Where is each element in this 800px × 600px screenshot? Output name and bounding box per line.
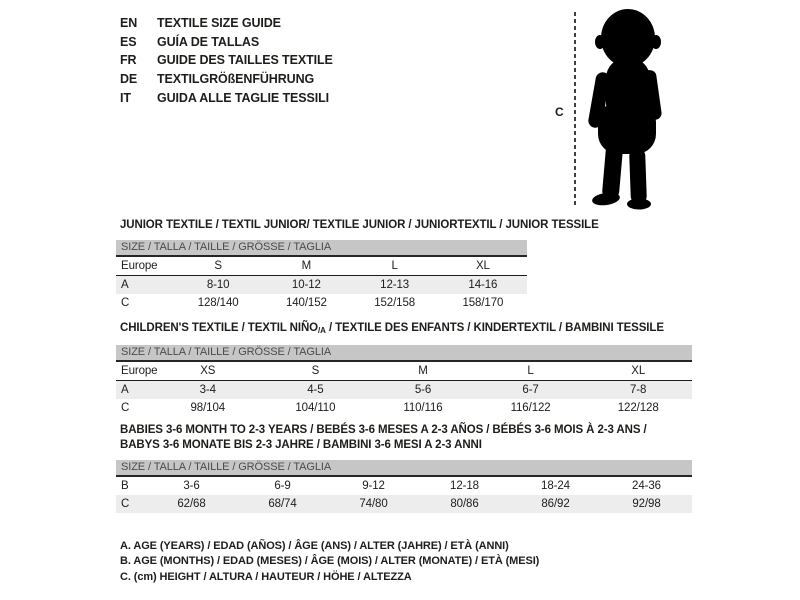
- value-cell: 12-18: [450, 480, 479, 492]
- value-cell: 9-12: [362, 480, 385, 492]
- region-label: Europe: [116, 257, 174, 276]
- size-header-bar: SIZE / TALLA / TAILLE / GRÖSSE / TAGLIA: [116, 460, 692, 477]
- value-cell: 14-16: [468, 279, 498, 291]
- value-cell: 92/98: [632, 498, 661, 510]
- footnote-age-years: A. AGE (YEARS) / EDAD (AÑOS) / ÂGE (ANS)…: [120, 540, 509, 552]
- row-label: B: [121, 480, 129, 492]
- value-cell: 140/152: [285, 297, 327, 309]
- size-cell: XL: [438, 257, 527, 276]
- size-cell: XS: [154, 362, 262, 381]
- babies-title-line1: BABIES 3-6 MONTH TO 2-3 YEARS / BEBÉS 3-…: [120, 424, 647, 436]
- babies-title-line2: BABYS 3-6 MONATE BIS 2-3 JAHRE / BAMBINI…: [120, 438, 482, 451]
- language-row-de: DE TEXTILGRÖßENFÜHRUNG: [120, 70, 333, 89]
- value-cell: 6-9: [274, 480, 291, 492]
- language-row-en: EN TEXTILE SIZE GUIDE: [120, 14, 333, 33]
- language-row-es: ES GUÍA DE TALLAS: [120, 33, 333, 52]
- size-cell: M: [262, 257, 351, 276]
- row-label: C: [121, 402, 130, 414]
- row-label: A: [121, 279, 129, 291]
- value-cell: 110/116: [403, 402, 443, 414]
- value-cell: 24-36: [632, 480, 661, 492]
- value-cell: 7-8: [630, 384, 647, 396]
- children-textile-section: CHILDREN'S TEXTILE / TEXTIL NIÑO/A / TEX…: [116, 322, 692, 417]
- legend-footnotes: A. AGE (YEARS) / EDAD (AÑOS) / ÂGE (ANS)…: [120, 539, 539, 585]
- size-header-bar: SIZE / TALLA / TAILLE / GRÖSSE / TAGLIA: [116, 345, 692, 362]
- value-cell: 116/122: [510, 402, 551, 414]
- value-cell: 6-7: [522, 384, 539, 396]
- size-header-bar: SIZE / TALLA / TAILLE / GRÖSSE / TAGLIA: [116, 240, 527, 257]
- region-label: Europe: [116, 362, 158, 381]
- babies-textile-section: BABIES 3-6 MONTH TO 2-3 YEARS / BEBÉS 3-…: [116, 423, 692, 513]
- junior-textile-section: JUNIOR TEXTILE / TEXTIL JUNIOR/ TEXTILE …: [116, 219, 599, 312]
- value-cell: 104/110: [295, 402, 336, 414]
- value-cell: 122/128: [617, 402, 659, 414]
- language-title-list: EN TEXTILE SIZE GUIDE ES GUÍA DE TALLAS …: [120, 14, 333, 108]
- value-cell: 10-12: [291, 279, 321, 291]
- size-cell: L: [350, 257, 439, 276]
- language-code: IT: [120, 90, 131, 105]
- language-code: EN: [120, 16, 138, 30]
- table-row-height: C 62/68 68/74 74/80 80/86 86/92 92/98: [116, 495, 692, 513]
- value-cell: 158/170: [462, 297, 504, 309]
- value-cell: 98/104: [190, 402, 226, 414]
- toddler-silhouette-shapes: [588, 9, 662, 210]
- value-cell: 5-6: [414, 384, 432, 396]
- value-cell: 86/92: [541, 498, 570, 510]
- size-cell: S: [174, 257, 263, 276]
- value-cell: 152/158: [374, 297, 416, 309]
- row-label: C: [121, 498, 130, 510]
- toddler-silhouette-image: [588, 9, 662, 210]
- size-cell: S: [261, 362, 370, 381]
- table-row-europe: Europe XS S M L XL: [116, 362, 692, 381]
- height-marker-label: C: [555, 105, 564, 119]
- value-cell: 80/86: [450, 498, 479, 510]
- value-cell: 12-13: [380, 279, 410, 291]
- table-row-age: A 3-4 4-5 5-6 6-7 7-8: [116, 380, 692, 399]
- table-row-age-months: B 3-6 6-9 9-12 12-18 18-24 24-36: [116, 477, 692, 495]
- language-code: DE: [120, 72, 138, 87]
- title-subscript: /A: [318, 326, 326, 335]
- value-cell: 3-4: [199, 384, 216, 396]
- value-cell: 3-6: [183, 480, 200, 492]
- value-cell: 68/74: [268, 498, 297, 510]
- table-row-europe: Europe S M L XL: [116, 257, 527, 276]
- babies-size-table: B 3-6 6-9 9-12 12-18 18-24 24-36 C 62/68…: [116, 477, 692, 513]
- value-cell: 62/68: [177, 498, 206, 510]
- table-row-height: C 128/140 140/152 152/158 158/170: [116, 294, 527, 312]
- row-label: A: [121, 384, 129, 396]
- children-size-table: Europe XS S M L XL A 3-4 4-5 5-6 6-7 7-8…: [116, 362, 692, 417]
- language-code: ES: [120, 34, 137, 49]
- language-row-it: IT GUIDA ALLE TAGLIE TESSILI: [120, 89, 333, 108]
- size-cell: M: [369, 362, 477, 381]
- language-title: GUIDA ALLE TAGLIE TESSILI: [157, 90, 330, 105]
- size-cell: XL: [584, 362, 692, 381]
- language-title: TEXTILGRÖßENFÜHRUNG: [157, 72, 315, 87]
- language-code: FR: [120, 53, 137, 68]
- junior-table-title: JUNIOR TEXTILE / TEXTIL JUNIOR/ TEXTILE …: [120, 219, 599, 231]
- language-title: TEXTILE SIZE GUIDE: [157, 16, 281, 30]
- language-title: GUIDE DES TAILLES TEXTILE: [157, 53, 333, 68]
- value-cell: 4-5: [307, 384, 324, 396]
- value-cell: 128/140: [197, 297, 239, 309]
- children-table-title: CHILDREN'S TEXTILE / TEXTIL NIÑO/A / TEX…: [120, 322, 692, 337]
- footnote-height-cm: C. (cm) HEIGHT / ALTURA / HAUTEUR / HÖHE…: [120, 570, 412, 583]
- value-cell: 8-10: [206, 279, 230, 291]
- height-dashed-line: [574, 12, 576, 207]
- language-row-fr: FR GUIDE DES TAILLES TEXTILE: [120, 51, 333, 70]
- footnote-age-months: B. AGE (MONTHS) / EDAD (MESES) / ÂGE (MO…: [120, 555, 540, 568]
- row-label: C: [121, 297, 130, 309]
- babies-table-title: BABIES 3-6 MONTH TO 2-3 YEARS / BEBÉS 3-…: [120, 423, 692, 452]
- language-title: GUÍA DE TALLAS: [157, 34, 260, 49]
- size-cell: L: [476, 362, 585, 381]
- title-part: CHILDREN'S TEXTILE / TEXTIL NIÑO: [120, 322, 319, 334]
- value-cell: 18-24: [541, 480, 570, 492]
- value-cell: 74/80: [359, 498, 388, 510]
- table-row-height: C 98/104 104/110 110/116 116/122 122/128: [116, 399, 692, 417]
- junior-size-table: Europe S M L XL A 8-10 10-12 12-13 14-16…: [116, 257, 527, 312]
- title-part: / TEXTILE DES ENFANTS / KINDERTEXTIL / B…: [325, 322, 664, 334]
- table-row-age: A 8-10 10-12 12-13 14-16: [116, 275, 527, 294]
